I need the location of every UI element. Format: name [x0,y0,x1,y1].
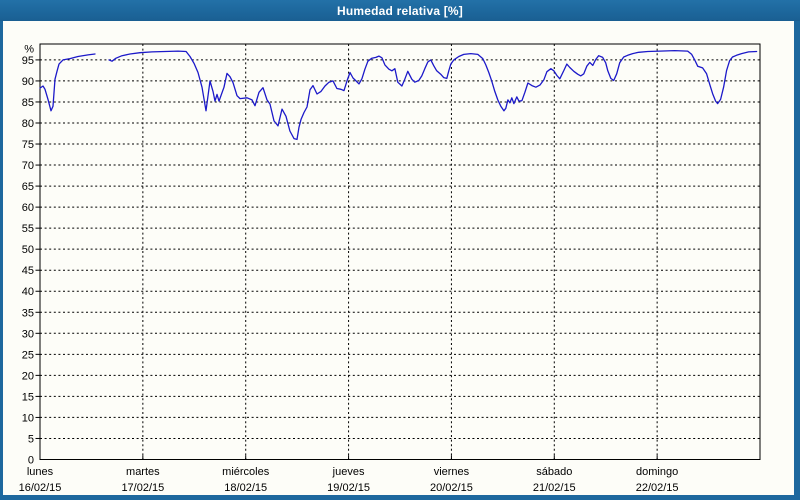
y-tick-label: 20 [22,370,34,382]
date-label: 20/02/15 [430,482,473,494]
window-title: Humedad relativa [%] [336,3,464,18]
day-label: martes [126,466,160,478]
y-tick-label: 40 [22,286,34,298]
y-tick-label: 95 [22,55,34,67]
y-tick-label: 50 [22,244,34,256]
y-tick-label: 70 [22,160,34,172]
y-unit-label: % [24,43,34,55]
date-label: 18/02/15 [224,482,267,494]
y-tick-label: 0 [28,455,34,467]
y-tick-label: 60 [22,202,34,214]
date-label: 22/02/15 [636,482,679,494]
y-tick-label: 5 [28,433,34,445]
day-label: lunes [27,466,54,478]
day-label: sábado [536,466,572,478]
y-tick-label: 65 [22,181,34,193]
date-label: 17/02/15 [121,482,164,494]
plot-border [39,43,761,460]
humidity-line [108,49,758,141]
day-label: jueves [332,466,365,478]
window-title-bar: Humedad relativa [%] [0,0,800,21]
humidity-line [39,53,96,112]
y-tick-label: 80 [22,118,34,130]
y-tick-label: 75 [22,139,34,151]
y-tick-label: 90 [22,76,34,88]
y-tick-label: 25 [22,349,34,361]
date-label: 19/02/15 [327,482,370,494]
date-label: 16/02/15 [19,482,62,494]
y-tick-label: 15 [22,391,34,403]
day-label: domingo [636,466,678,478]
day-label: viernes [434,466,470,478]
y-tick-label: 10 [22,412,34,424]
y-tick-label: 35 [22,307,34,319]
day-label: miércoles [222,466,270,478]
date-label: 21/02/15 [533,482,576,494]
y-tick-label: 45 [22,265,34,277]
chart-panel [3,21,794,495]
y-tick-label: 85 [22,97,34,109]
y-tick-label: 55 [22,223,34,235]
y-tick-label: 30 [22,328,34,340]
